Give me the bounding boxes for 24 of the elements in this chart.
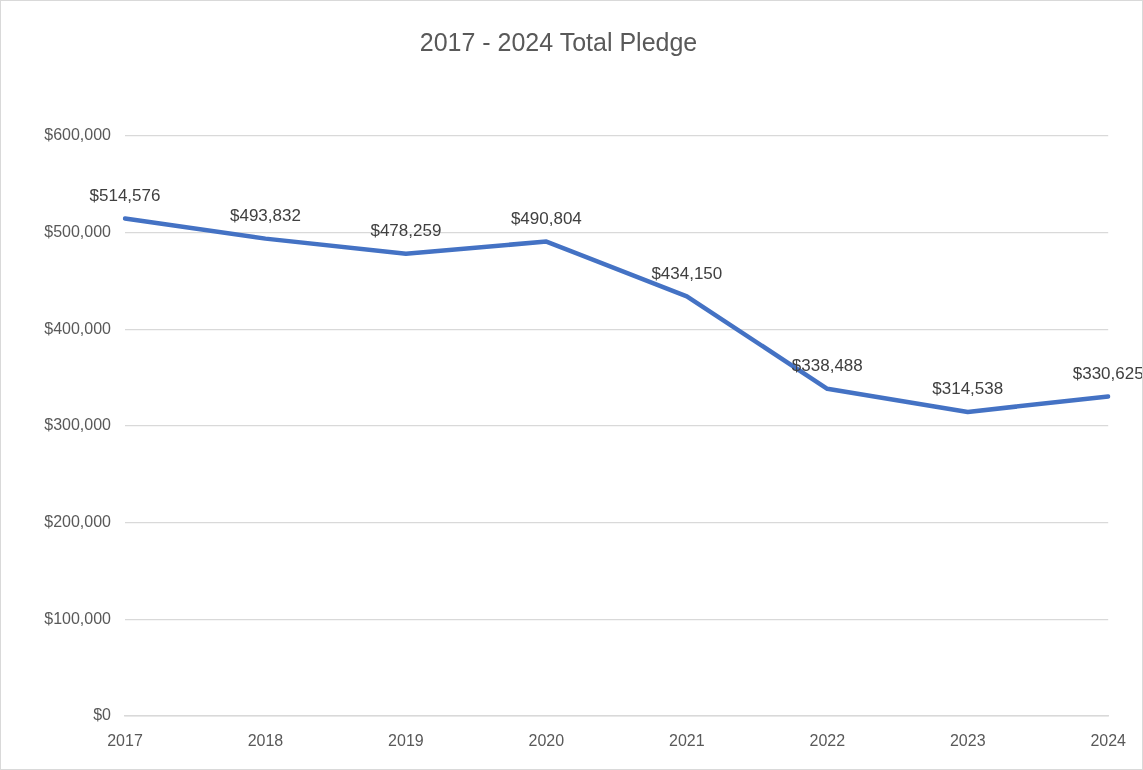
y-tick-label: $400,000	[44, 319, 112, 337]
x-tick-label: 2019	[388, 732, 424, 750]
x-tick-label: 2023	[949, 732, 986, 750]
x-tick-label: 2020	[528, 732, 565, 750]
data-label: $478,259	[370, 220, 442, 240]
chart-title: 2017 - 2024 Total Pledge	[419, 27, 698, 56]
y-tick-label: $200,000	[44, 513, 112, 531]
y-tick-label: $500,000	[44, 223, 112, 241]
y-tick-label: $300,000	[44, 416, 112, 434]
x-tick-label: 2022	[809, 732, 846, 750]
data-label: $434,150	[651, 263, 723, 283]
y-tick-label: $0	[93, 706, 112, 724]
data-label: $514,576	[89, 185, 161, 205]
x-tick-label: 2017	[107, 732, 143, 750]
data-label: $490,804	[510, 208, 582, 228]
x-tick-label: 2024	[1090, 732, 1127, 750]
x-tick-label: 2018	[247, 732, 284, 750]
y-tick-label: $600,000	[44, 126, 112, 144]
data-label: $330,625	[1072, 363, 1143, 383]
data-label: $338,488	[791, 355, 863, 375]
y-tick-label: $100,000	[44, 609, 112, 627]
x-tick-label: 2021	[669, 732, 705, 750]
data-label: $493,832	[230, 205, 301, 225]
data-label: $314,538	[932, 379, 1004, 399]
